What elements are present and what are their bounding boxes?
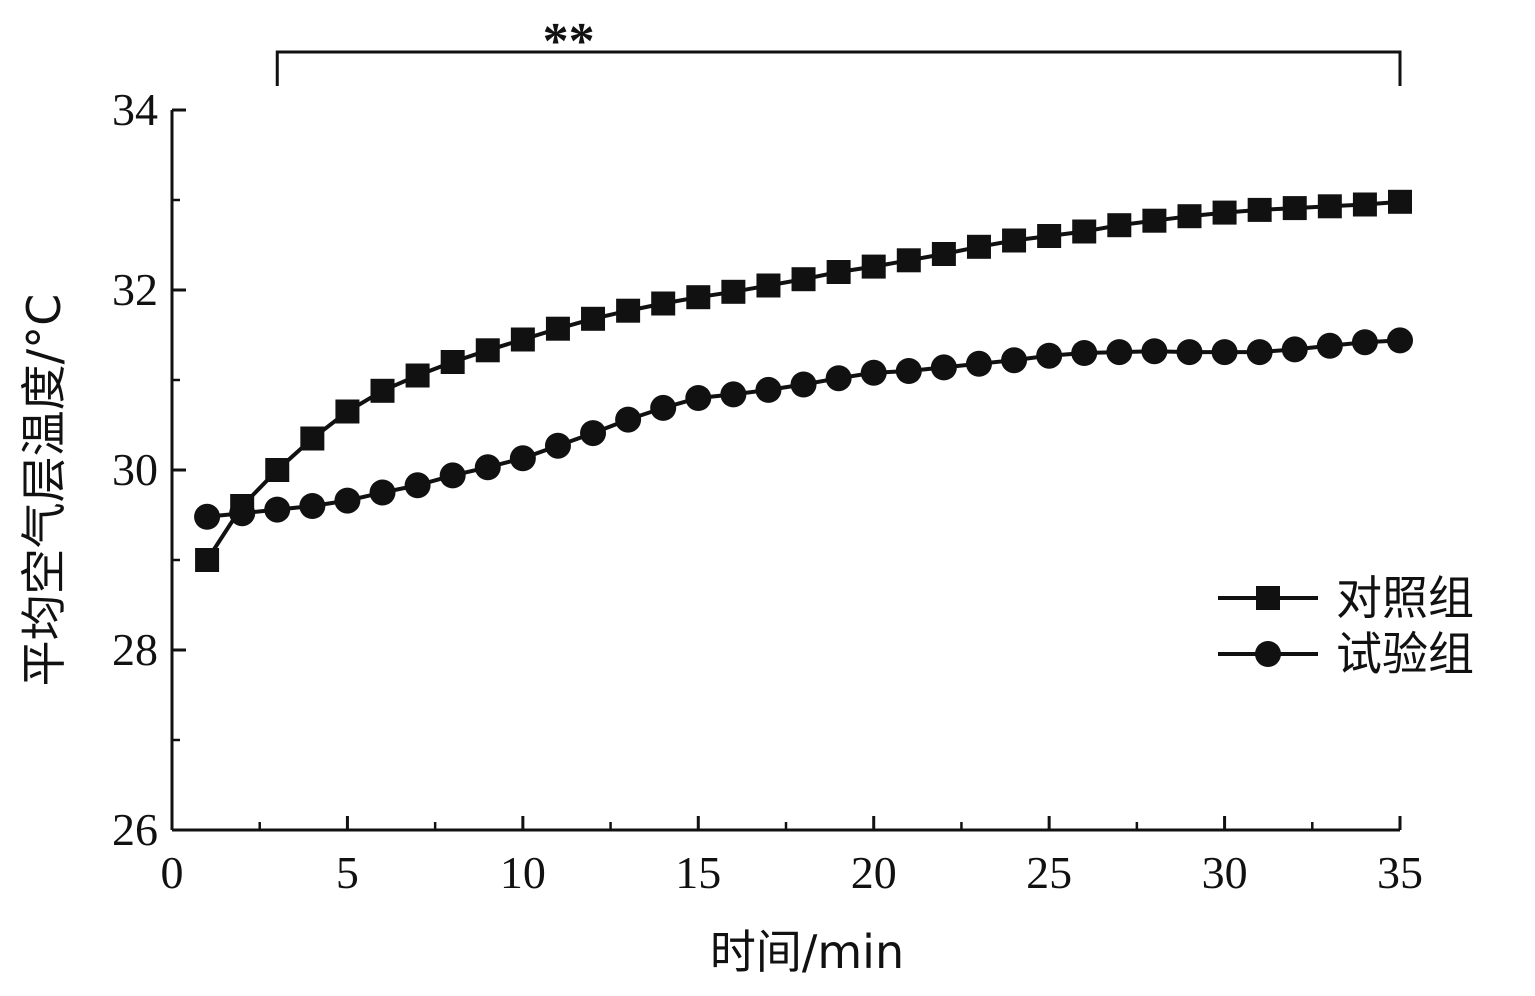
- series-layer: [194, 189, 1413, 572]
- y-tick-label: 26: [112, 804, 158, 855]
- data-point: [1316, 332, 1343, 359]
- legend-marker: [1256, 586, 1280, 610]
- y-tick-label: 32: [112, 264, 158, 315]
- data-point: [651, 291, 676, 316]
- x-tick-label: 15: [675, 847, 721, 898]
- data-point: [404, 472, 431, 499]
- data-point: [544, 432, 571, 459]
- data-point: [1106, 339, 1133, 366]
- data-point: [509, 445, 536, 472]
- data-point: [616, 298, 641, 323]
- data-point: [1176, 339, 1203, 366]
- data-point: [300, 426, 325, 451]
- data-point: [440, 350, 465, 374]
- data-point: [930, 354, 957, 381]
- data-point: [370, 378, 395, 403]
- data-point: [1072, 219, 1097, 244]
- significance-annotation: **: [275, 13, 1402, 86]
- data-point: [1211, 339, 1238, 366]
- y-tick-label: 28: [112, 624, 158, 675]
- data-point: [1036, 342, 1063, 369]
- data-point: [299, 493, 326, 519]
- data-point: [895, 358, 922, 384]
- ticks: 0 5 10 15 20 25 30 35 26 28 30 32 34: [112, 84, 1423, 898]
- data-point: [265, 458, 290, 482]
- legend-item-2: 试验组: [1218, 627, 1474, 681]
- significance-bracket: [275, 50, 1402, 86]
- x-tick-label: 35: [1377, 847, 1423, 898]
- data-point: [229, 500, 256, 527]
- x-axis-title: 时间/min: [710, 925, 904, 979]
- data-point: [510, 327, 535, 352]
- data-point: [1002, 228, 1027, 253]
- data-point: [195, 548, 220, 572]
- data-point: [581, 306, 606, 331]
- data-point: [335, 399, 360, 424]
- series-2: [194, 327, 1413, 530]
- data-point: [790, 371, 817, 398]
- data-point: [580, 420, 607, 447]
- x-tick-label: 25: [1026, 847, 1072, 898]
- data-point: [1317, 194, 1342, 219]
- x-tick-label: 30: [1202, 847, 1248, 898]
- x-tick-label: 20: [851, 847, 897, 898]
- data-point: [474, 454, 501, 481]
- data-point: [475, 338, 500, 363]
- legend-label: 试验组: [1336, 627, 1474, 681]
- data-point: [755, 376, 782, 403]
- data-point: [720, 381, 747, 408]
- data-point: [721, 279, 746, 304]
- data-point: [1387, 327, 1413, 354]
- data-point: [1037, 224, 1062, 248]
- data-point: [369, 479, 396, 506]
- data-point: [685, 385, 712, 411]
- data-point: [1282, 196, 1307, 221]
- data-point: [896, 248, 921, 273]
- data-point: [1281, 336, 1308, 363]
- data-point: [1001, 347, 1028, 374]
- y-tick-label: 34: [112, 84, 158, 135]
- data-point: [334, 487, 361, 514]
- data-point: [861, 254, 886, 279]
- data-point: [686, 285, 711, 310]
- x-tick-label: 0: [161, 847, 184, 898]
- data-point: [545, 316, 570, 341]
- data-point: [1246, 339, 1273, 366]
- data-point: [615, 406, 642, 433]
- data-point: [860, 359, 887, 386]
- data-point: [1247, 197, 1272, 222]
- data-point: [965, 350, 992, 377]
- significance-label: **: [543, 13, 595, 70]
- data-point: [1107, 213, 1132, 238]
- data-point: [1388, 189, 1412, 214]
- data-point: [405, 363, 430, 388]
- data-point: [264, 496, 291, 523]
- data-point: [439, 462, 466, 489]
- data-point: [1351, 329, 1378, 356]
- y-tick-label: 30: [112, 444, 158, 495]
- legend-label: 对照组: [1336, 571, 1474, 625]
- legend-item-1: 对照组: [1218, 571, 1474, 625]
- data-point: [826, 260, 851, 284]
- data-point: [966, 234, 991, 259]
- data-point: [650, 394, 677, 421]
- x-tick-label: 5: [336, 847, 359, 898]
- data-point: [1352, 192, 1377, 217]
- data-point: [931, 242, 956, 266]
- data-point: [1212, 200, 1237, 225]
- data-point: [756, 273, 781, 298]
- x-tick-label: 10: [500, 847, 546, 898]
- y-axis-title: 平均空气层温度/°C: [17, 294, 71, 687]
- data-point: [1177, 204, 1202, 229]
- data-point: [791, 267, 816, 292]
- data-point: [1071, 340, 1098, 366]
- data-point: [1141, 338, 1168, 365]
- data-point: [194, 503, 221, 530]
- legend-marker: [1255, 641, 1281, 667]
- data-point: [1142, 208, 1167, 233]
- series-1: [195, 189, 1412, 572]
- data-point: [825, 365, 852, 392]
